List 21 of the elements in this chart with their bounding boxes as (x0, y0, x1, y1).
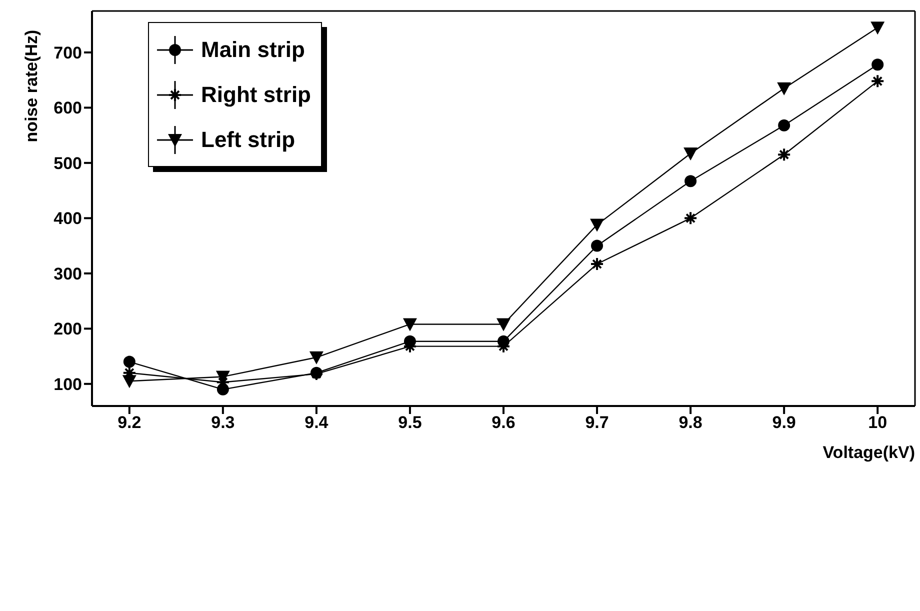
legend-label: Left strip (201, 126, 296, 152)
legend-label: Right strip (201, 82, 311, 108)
y-tick-label: 500 (54, 154, 82, 173)
x-tick-label: 9.8 (678, 413, 702, 432)
x-axis-title: Voltage(kV) (822, 443, 915, 462)
y-tick-label: 200 (54, 320, 82, 339)
x-tick-label: 9.3 (211, 413, 235, 432)
y-tick-label: 400 (54, 209, 82, 228)
y-tick-label: 600 (54, 98, 82, 118)
x-tick-label: 9.5 (398, 413, 422, 432)
x-tick-label: 9.6 (492, 413, 516, 432)
y-tick-label: 100 (54, 374, 82, 394)
x-tick-label: 9.4 (304, 413, 329, 432)
legend-label: Main strip (201, 36, 305, 62)
x-tick-label: 9.9 (772, 413, 796, 432)
y-tick-label: 300 (54, 264, 82, 284)
x-tick-label: 10 (868, 413, 888, 432)
y-tick-label: 700 (54, 43, 82, 62)
x-tick-label: 9.7 (585, 413, 609, 432)
x-tick-label: 9.2 (118, 413, 142, 432)
y-axis-title: noise rate(Hz) (22, 30, 42, 142)
